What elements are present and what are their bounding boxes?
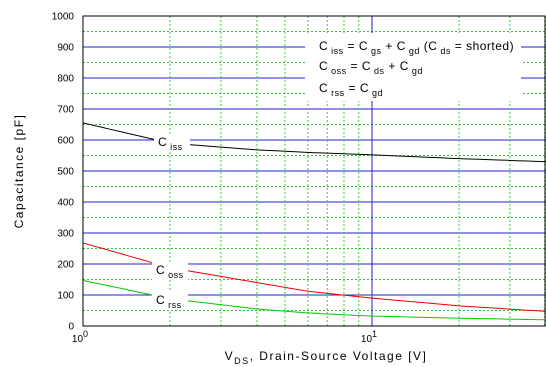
y-tick-label: 800 [57, 74, 74, 85]
series-label-ciss: C iss [158, 135, 183, 152]
y-tick-label: 100 [57, 291, 74, 302]
plot-frame [82, 15, 546, 327]
series-label-bg [152, 292, 188, 310]
x-tick-labels: 100 101 [72, 329, 377, 345]
legend: C iss = C gs + C gd (C ds = shorted) C os… [305, 33, 521, 101]
legend-line: C oss = C ds + C gd [319, 59, 423, 76]
y-tick-label: 500 [57, 167, 74, 178]
y-tick-label: 300 [57, 229, 74, 240]
y-tick-label: 1000 [52, 12, 75, 23]
y-tick-label: 400 [57, 198, 74, 209]
series-label-coss: C oss [156, 263, 184, 280]
plot-border [82, 15, 546, 327]
x-tick-label: 100 [72, 329, 88, 345]
legend-line: C rss = C gd [319, 81, 383, 98]
y-tick-label: 200 [57, 260, 74, 271]
legend-line: C iss = C gs + C gd (C ds = shorted) [319, 39, 514, 56]
y-axis-label: Capacitance [pF] [12, 114, 26, 229]
series-label-bg [152, 262, 188, 280]
y-tick-label: 700 [57, 105, 74, 116]
series-group [82, 122, 546, 321]
x-axis-label: VDS, Drain-Source Voltage [V] [225, 349, 428, 366]
series-labels: C iss C oss C rss [152, 134, 190, 310]
y-tick-label: 0 [68, 322, 74, 333]
y-tick-label: 900 [57, 43, 74, 54]
legend-box [305, 33, 521, 101]
y-tick-labels: 0 100 200 300 400 500 600 700 800 900 1000 [52, 12, 75, 333]
x-tick-label: 101 [361, 329, 377, 345]
series-label-bg [154, 134, 190, 152]
y-tick-label: 600 [57, 136, 74, 147]
series-label-crss: C rss [156, 293, 182, 310]
